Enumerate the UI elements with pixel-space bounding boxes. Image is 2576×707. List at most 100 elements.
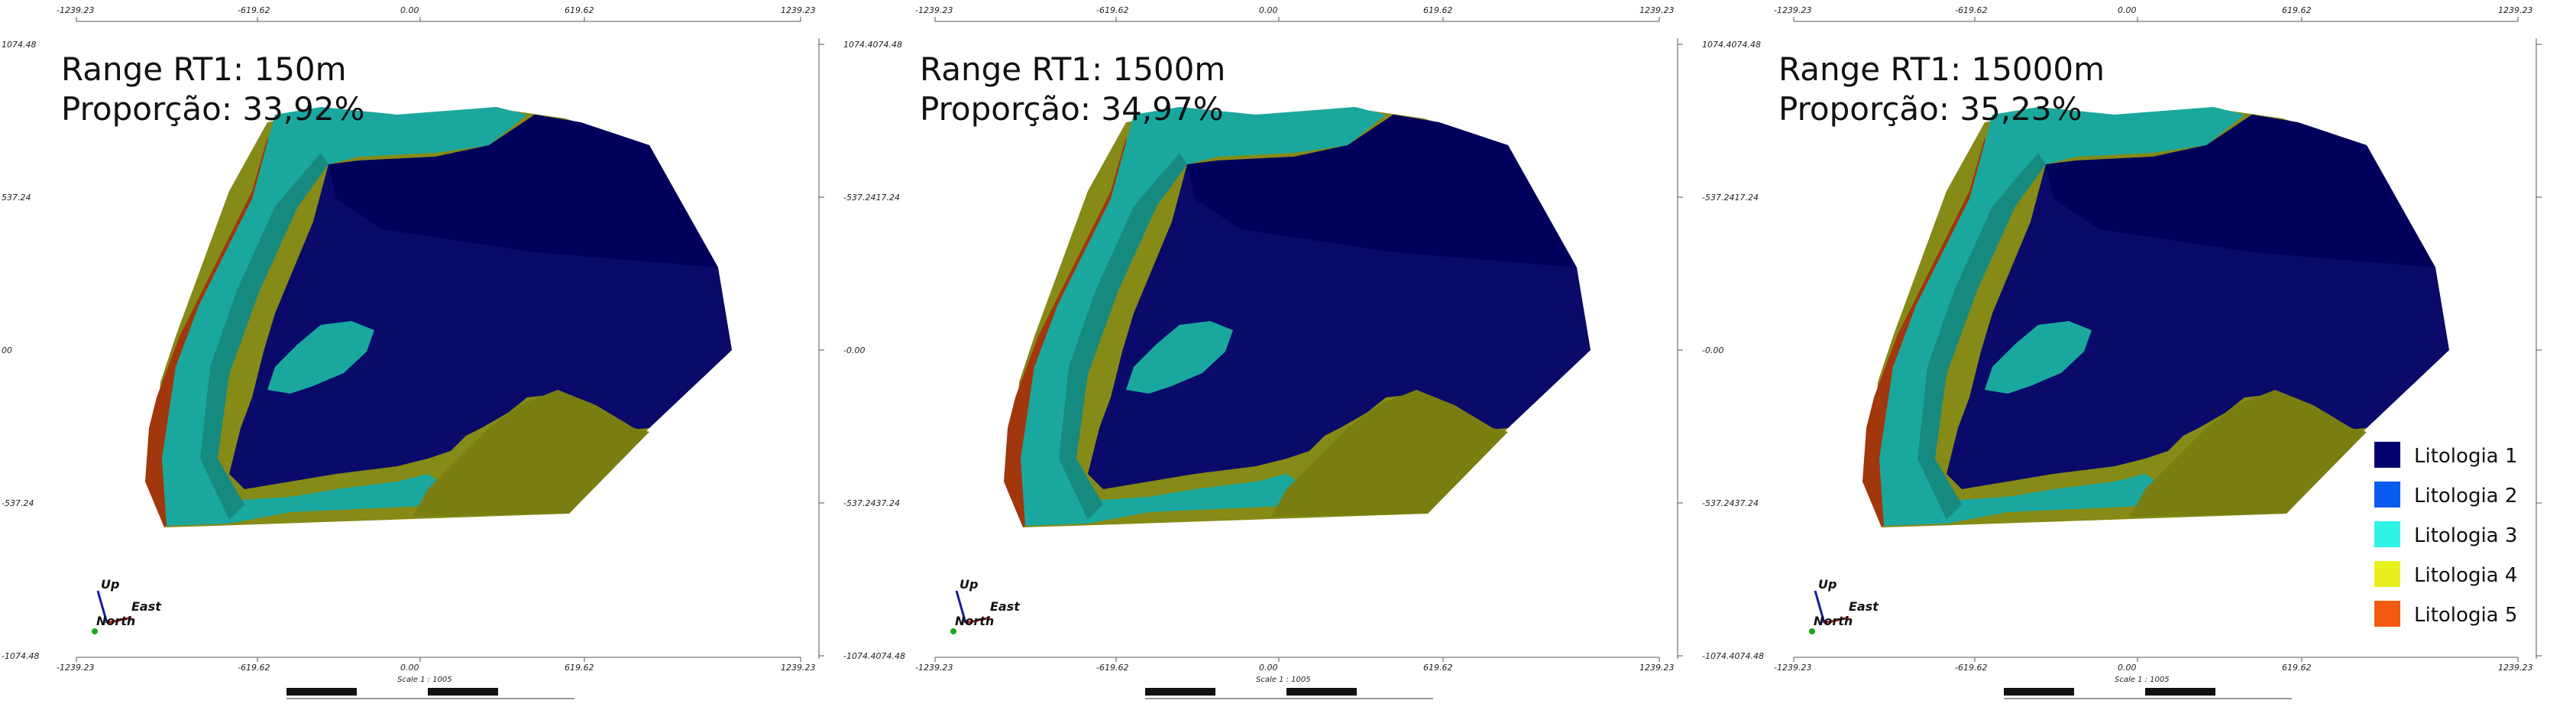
lithology-1-top-face xyxy=(328,115,718,268)
top-tick-label: -1239.23 xyxy=(57,5,94,15)
side-tick-label: -537.2417.24 xyxy=(843,193,900,203)
compass-north-label: North xyxy=(1814,614,1853,628)
top-tick-label: 1239.23 xyxy=(1639,5,1675,15)
side-tick-label: -1074.4074.48 xyxy=(1702,651,1764,661)
bottom-tick-label: -1239.23 xyxy=(1774,663,1811,673)
bottom-tick-label: 1239.23 xyxy=(2498,663,2533,673)
top-tick-label: -619.62 xyxy=(1955,5,1987,15)
lithology-block-model xyxy=(1004,107,1591,527)
lithology-3-top-band xyxy=(2038,107,2244,164)
legend-label-litologia-4: Litologia 4 xyxy=(2414,564,2517,587)
scale-bar: Scale 1 : 1005 xyxy=(2004,676,2292,699)
proportion-label: Proporção: 35,23% xyxy=(1778,90,2082,128)
top-tick-label: -1239.23 xyxy=(1774,5,1811,15)
top-tick-label: 619.62 xyxy=(1423,5,1453,15)
model-view-panel-3[interactable]: -1239.23 -1239.23 -619.62 -619.62 0.00 0.00 61… xyxy=(1702,5,2542,699)
lithology-4-lower-zone xyxy=(2130,390,2367,517)
left-tick-label: -537.24 xyxy=(2,498,34,508)
side-tick-label: -0.00 xyxy=(1702,345,1723,355)
side-tick-label: 1074.4074.48 xyxy=(843,40,902,50)
legend-swatch-litologia-2 xyxy=(2374,482,2400,508)
scale-label: Scale 1 : 1005 xyxy=(1256,676,1311,684)
compass-east-label: East xyxy=(990,599,1021,614)
panel-title: Range RT1: 1500m xyxy=(920,50,1225,88)
lithology-3-side-face xyxy=(1059,153,1187,520)
east-arrow xyxy=(1824,616,1849,624)
top-tick-label: 1239.23 xyxy=(781,5,816,15)
north-marker xyxy=(1809,628,1815,634)
side-tick-label: -537.2437.24 xyxy=(843,498,900,508)
east-arrow xyxy=(965,616,991,624)
lithology-1-top-face xyxy=(2046,115,2435,268)
proportion-label: Proporção: 33,92% xyxy=(61,90,365,128)
lithology-3-side-face xyxy=(200,153,328,520)
bottom-tick-label: 619.62 xyxy=(565,663,594,673)
scale-bar: Scale 1 : 1005 xyxy=(1145,676,1433,699)
compass-up-label: Up xyxy=(960,577,978,592)
legend-swatch-litologia-4 xyxy=(2374,561,2400,587)
compass-up-label: Up xyxy=(101,577,119,592)
lithology-block-model xyxy=(145,107,732,527)
panel-title: Range RT1: 150m xyxy=(61,50,347,88)
lithology-3-island xyxy=(267,321,374,394)
bottom-tick-label: -1239.23 xyxy=(915,663,953,673)
proportion-label: Proporção: 34,97% xyxy=(920,90,1224,128)
scale-bar-segment xyxy=(428,688,498,696)
scale-bar-segment xyxy=(1286,688,1357,696)
lithology-3-top-band xyxy=(321,107,527,164)
legend-swatch-litologia-5 xyxy=(2374,601,2400,627)
lithology-block-model xyxy=(1862,107,2449,527)
model-view-panel-2[interactable]: -1239.23 -1239.23 -619.62 -619.62 0.00 0.00 61… xyxy=(843,5,1683,699)
left-tick-label: 1074.48 xyxy=(2,40,37,50)
bottom-tick-label: 0.00 xyxy=(2118,663,2137,673)
bottom-tick-label: -1239.23 xyxy=(57,663,94,673)
scale-bar-segment xyxy=(2004,688,2074,696)
legend-swatch-litologia-1 xyxy=(2374,442,2400,468)
top-tick-label: 619.62 xyxy=(2282,5,2312,15)
compass-up-label: Up xyxy=(1818,577,1837,592)
lithology-3-island xyxy=(1985,321,2092,394)
legend-label-litologia-2: Litologia 2 xyxy=(2414,485,2517,508)
top-tick-label: -1239.23 xyxy=(915,5,953,15)
compass-east-label: East xyxy=(1849,599,1879,614)
compass-north-label: North xyxy=(96,614,135,628)
bottom-tick-label: -619.62 xyxy=(1955,663,1987,673)
lithology-3-top-band xyxy=(1180,107,1386,164)
model-view-panel-1[interactable]: -1239.23 -1239.23 -619.62 -619.62 0.00 0.00 61… xyxy=(2,5,824,699)
scale-bar-segment xyxy=(1145,688,1215,696)
legend-swatch-litologia-3 xyxy=(2374,521,2400,547)
lithology-3-zone xyxy=(1021,107,1363,526)
bottom-tick-label: -619.62 xyxy=(238,663,270,673)
top-tick-label: 0.00 xyxy=(400,5,419,15)
left-tick-label: -1074.48 xyxy=(2,651,39,661)
panel-title: Range RT1: 15000m xyxy=(1778,50,2105,88)
scale-bar: Scale 1 : 1005 xyxy=(286,676,574,699)
legend-label-litologia-3: Litologia 3 xyxy=(2414,524,2517,547)
legend-label-litologia-1: Litologia 1 xyxy=(2414,445,2517,468)
north-marker xyxy=(950,628,956,634)
side-tick-label: 1074.4074.48 xyxy=(1702,40,1761,50)
top-tick-label: -619.62 xyxy=(238,5,270,15)
left-tick-label: 537.24 xyxy=(2,193,31,203)
bottom-tick-label: 1239.23 xyxy=(781,663,816,673)
top-tick-label: 0.00 xyxy=(2118,5,2137,15)
side-tick-label: -1074.4074.48 xyxy=(843,651,905,661)
compass-east-label: East xyxy=(131,599,162,614)
lithology-3-zone xyxy=(1879,107,2222,526)
north-marker xyxy=(92,628,98,634)
bottom-tick-label: 619.62 xyxy=(2282,663,2312,673)
top-tick-label: 0.00 xyxy=(1259,5,1278,15)
bottom-tick-label: 0.00 xyxy=(1259,663,1278,673)
lithology-3-side-face xyxy=(1917,153,2046,520)
lithology-1-top-face xyxy=(1187,115,1577,268)
lithology-4-lower-zone xyxy=(413,390,649,517)
scale-bar-segment xyxy=(286,688,357,696)
side-tick-label: -0.00 xyxy=(843,345,865,355)
up-arrow xyxy=(1814,590,1826,624)
lithology-legend: Litologia 1 Litologia 2 Litologia 3 Litolog… xyxy=(2374,442,2517,627)
bottom-tick-label: 0.00 xyxy=(400,663,419,673)
up-arrow xyxy=(955,590,967,624)
bottom-tick-label: 1239.23 xyxy=(1639,663,1675,673)
